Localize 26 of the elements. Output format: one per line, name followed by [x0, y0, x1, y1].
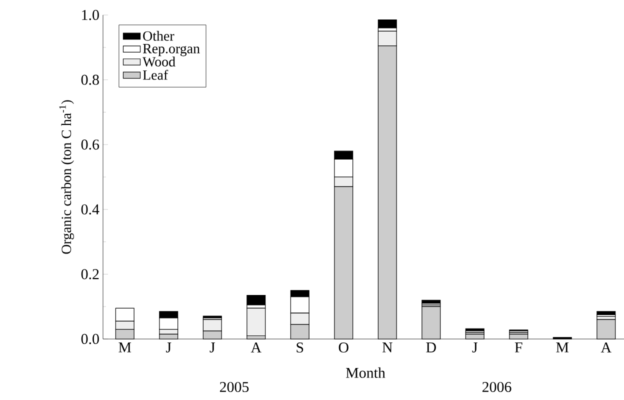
x-tick-label: A	[250, 342, 262, 352]
y-tick-label: 0.8	[81, 74, 99, 85]
y-tick-label: 0.2	[81, 269, 99, 280]
text: 2006	[482, 382, 512, 392]
x-tick-label: N	[382, 342, 392, 352]
legend-label: Wood	[142, 56, 176, 67]
y-tick-label: 1.0	[82, 10, 99, 20]
y-tick-label: 0.4	[81, 204, 100, 214]
legend-label: Leaf	[142, 70, 168, 80]
x-tick-label: M	[556, 342, 569, 352]
x-tick-label: A	[600, 342, 612, 352]
x-tick-label: D	[426, 342, 436, 352]
legend-label: Rep.organ	[142, 44, 200, 56]
x-tick-label: O	[338, 342, 348, 353]
x-tick-label: M	[118, 342, 132, 352]
x-tick-label: J	[472, 342, 478, 352]
y-tick-label: 0.0	[81, 334, 99, 344]
x-tick-label: F	[514, 342, 522, 352]
x-tick-label: J	[166, 342, 172, 352]
x-axis-title: Month	[346, 367, 386, 378]
legend-label: Other	[143, 30, 174, 41]
x-tick-label: S	[296, 342, 304, 353]
y-tick-label: 0.6	[81, 140, 100, 150]
text: 2005	[220, 382, 249, 392]
y-axis-title: Organic carbon (ton C ha$^{-1}$)	[59, 100, 74, 254]
x-tick-label: J	[210, 342, 215, 352]
